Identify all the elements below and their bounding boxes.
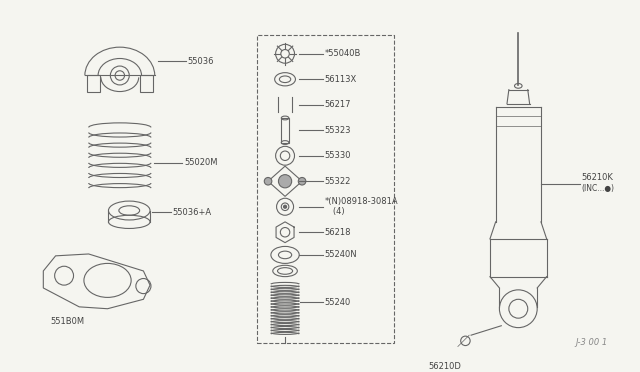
Text: 56218: 56218 bbox=[324, 228, 351, 237]
Text: 56217: 56217 bbox=[324, 100, 351, 109]
Text: (INC...●): (INC...●) bbox=[582, 184, 614, 193]
Text: 56113X: 56113X bbox=[324, 75, 357, 84]
Bar bbox=[282, 118, 289, 142]
Text: 55323: 55323 bbox=[324, 126, 351, 135]
Text: 56210K: 56210K bbox=[582, 173, 614, 182]
Text: 55240: 55240 bbox=[324, 298, 351, 307]
Text: 55036: 55036 bbox=[188, 57, 214, 66]
Bar bbox=[257, 35, 394, 343]
Text: 55020M: 55020M bbox=[184, 158, 218, 167]
Text: 55322: 55322 bbox=[324, 177, 351, 186]
Text: J-3 00 1: J-3 00 1 bbox=[576, 337, 608, 346]
Text: 56210D: 56210D bbox=[428, 362, 461, 371]
Circle shape bbox=[298, 177, 306, 185]
Bar bbox=[87, 76, 100, 93]
Text: *55040B: *55040B bbox=[324, 49, 361, 58]
Circle shape bbox=[264, 177, 272, 185]
Bar bbox=[140, 76, 153, 93]
Circle shape bbox=[278, 174, 292, 188]
Text: 55036+A: 55036+A bbox=[173, 208, 212, 217]
Circle shape bbox=[284, 205, 287, 208]
Text: *(N)08918-3081A
   (4): *(N)08918-3081A (4) bbox=[324, 197, 398, 217]
Text: 55330: 55330 bbox=[324, 151, 351, 160]
Text: 55240N: 55240N bbox=[324, 250, 357, 259]
Text: 551B0M: 551B0M bbox=[51, 317, 85, 327]
